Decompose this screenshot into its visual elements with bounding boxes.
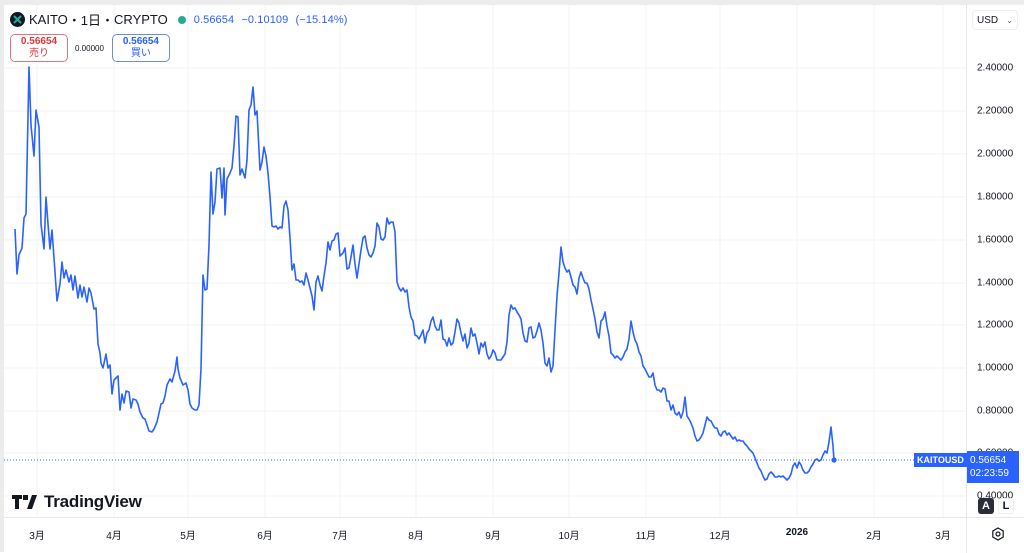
buy-label: 買い xyxy=(130,48,151,59)
separator: ・ xyxy=(67,13,81,28)
sell-label: 売り xyxy=(29,48,49,59)
chart-legend[interactable]: KAITO ・ 1日 ・ CRYPTO 0.56654 −0.10109 (−1… xyxy=(10,10,352,29)
x-tick: 5月 xyxy=(180,531,196,542)
y-tick: 2.20000 xyxy=(977,105,1014,117)
x-tick: 10月 xyxy=(558,531,580,542)
auto-scale-button[interactable]: A xyxy=(978,498,994,514)
buy-price: 0.56654 xyxy=(122,36,159,47)
x-tick: 6月 xyxy=(257,531,273,542)
last-price: 0.56654 xyxy=(193,13,235,26)
x-tick: 3月 xyxy=(29,531,45,542)
trade-buttons: 0.56654 売り 0.00000 0.56654 買い xyxy=(10,34,170,62)
y-tick: 1.00000 xyxy=(977,362,1014,374)
separator: ・ xyxy=(101,13,115,28)
x-tick: 9月 xyxy=(485,531,501,542)
sell-button[interactable]: 0.56654 売り xyxy=(10,34,68,62)
y-tick: 1.40000 xyxy=(977,277,1014,289)
price-change: −0.10109 xyxy=(241,13,289,26)
currency-select[interactable]: USD ⌄ xyxy=(972,10,1018,30)
exchange[interactable]: CRYPTO xyxy=(114,12,168,27)
tradingview-logo[interactable]: TradingView xyxy=(12,492,142,512)
log-scale-button[interactable]: L xyxy=(998,498,1014,514)
x-tick: 7月 xyxy=(332,531,348,542)
interval[interactable]: 1日 xyxy=(80,13,102,28)
y-tick: 1.20000 xyxy=(977,319,1014,331)
x-tick: 12月 xyxy=(709,531,731,542)
time-axis[interactable]: 3月 4月 5月 6月 7月 8月 9月 10月 11月 12月 2026 2月… xyxy=(4,517,966,553)
x-tick: 8月 xyxy=(408,531,424,542)
settings-gear-icon[interactable] xyxy=(991,527,1005,541)
price-chart[interactable] xyxy=(4,5,966,517)
grid-lines xyxy=(4,5,966,517)
market-status-dot-icon xyxy=(177,15,186,24)
price-change-percent: (−15.14%) xyxy=(295,13,348,26)
y-tick: 1.80000 xyxy=(977,191,1014,203)
bar-countdown: 02:23:59 xyxy=(970,468,1009,479)
y-tick: 0.80000 xyxy=(977,405,1014,417)
last-price-value: 0.56654 xyxy=(970,455,1007,466)
x-tick: 2月 xyxy=(866,531,882,542)
y-tick: 1.60000 xyxy=(977,234,1014,246)
sell-price: 0.56654 xyxy=(20,36,58,47)
symbol-name[interactable]: KAITO xyxy=(29,12,68,27)
x-tick: 4月 xyxy=(106,531,122,542)
spread-value: 0.00000 xyxy=(75,43,104,53)
y-tick: 0.40000 xyxy=(977,490,1014,502)
last-price-dot xyxy=(831,457,837,463)
legend-values: 0.56654 −0.10109 (−15.14%) xyxy=(194,14,352,26)
kaito-logo-icon xyxy=(10,12,25,27)
tradingview-logo-icon xyxy=(12,495,37,509)
axis-corner xyxy=(966,517,1024,553)
y-tick: 2.40000 xyxy=(977,62,1014,74)
price-line xyxy=(14,66,835,481)
symbol-price-label: KAITOUSD xyxy=(914,453,967,467)
chevron-down-icon: ⌄ xyxy=(1006,15,1013,25)
brand-name: TradingView xyxy=(44,492,142,511)
currency-value: USD xyxy=(977,14,999,26)
last-price-label: 0.56654 02:23:59 xyxy=(967,451,1019,483)
buy-button[interactable]: 0.56654 買い xyxy=(111,34,170,62)
x-tick: 11月 xyxy=(635,531,657,542)
x-tick: 3月 xyxy=(935,531,951,542)
chart-plot-area[interactable] xyxy=(4,5,966,517)
x-tick-year: 2026 xyxy=(785,527,809,538)
price-axis[interactable]: 2.40000 2.20000 2.00000 1.80000 1.60000 … xyxy=(966,5,1024,517)
y-tick: 2.00000 xyxy=(977,148,1014,160)
